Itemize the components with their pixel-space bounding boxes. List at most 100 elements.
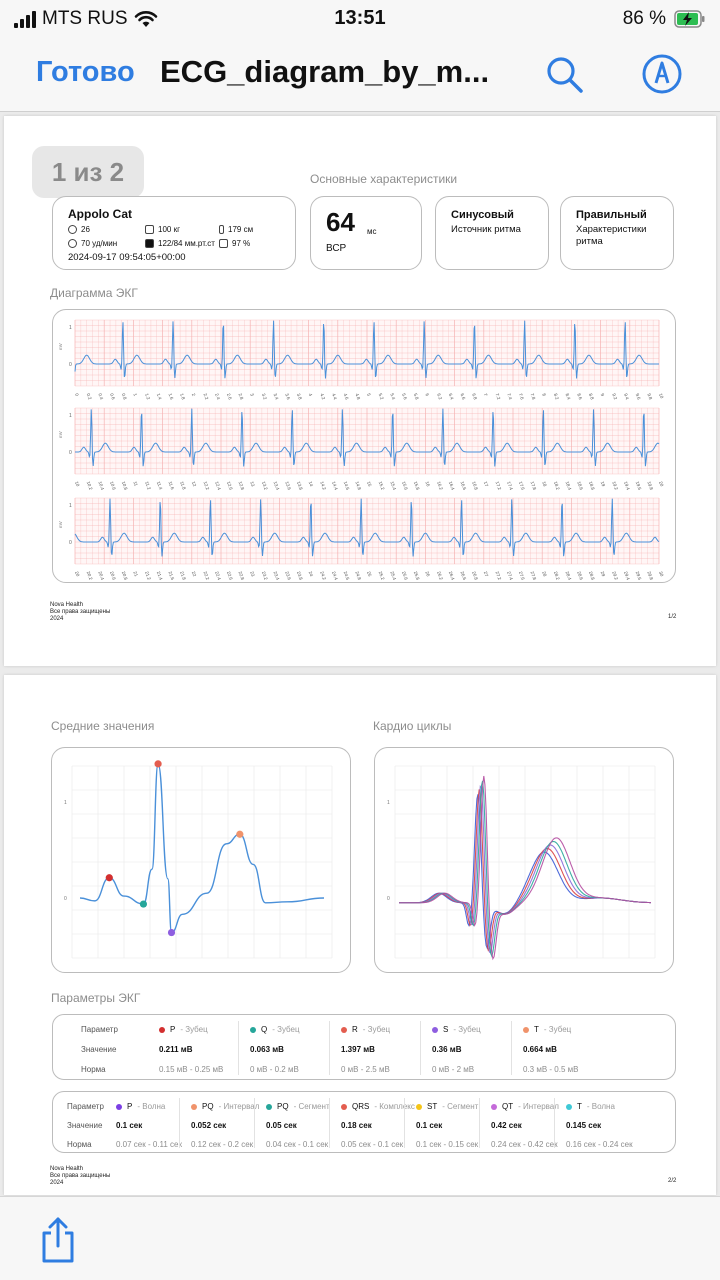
- x-tick-label: 23: [249, 571, 256, 578]
- x-tick-label: 27.8: [530, 571, 538, 581]
- row-label: Значение: [81, 1045, 117, 1054]
- x-tick-label: 25.8: [413, 571, 421, 581]
- rhythm-source-value: Синусовый: [451, 209, 514, 221]
- param-header: Q - Зубец: [250, 1025, 300, 1034]
- x-tick-label: 16.2: [436, 481, 444, 491]
- param-norm: 0.05 сек - 0.1 сек: [341, 1140, 404, 1149]
- x-tick-label: 2.4: [214, 393, 221, 401]
- x-tick-label: 12: [191, 481, 198, 488]
- document-title: ECG_diagram_by_m...: [160, 54, 490, 89]
- x-tick-label: 0.8: [121, 393, 128, 401]
- ecg-params-title: Параметры ЭКГ: [51, 991, 141, 1005]
- x-tick-label: 10.4: [97, 481, 105, 491]
- search-icon[interactable]: [544, 54, 586, 96]
- y-tick-label: 0: [69, 540, 72, 546]
- signal-icon: [14, 10, 36, 28]
- drop-icon: [145, 239, 154, 248]
- param-norm: 0.12 сек - 0.2 сек: [191, 1140, 254, 1149]
- x-tick-label: 5: [366, 393, 372, 398]
- param-name: R: [352, 1025, 358, 1034]
- param-norm: 0.1 сек - 0.15 сек: [416, 1140, 479, 1149]
- column-divider: [329, 1098, 330, 1148]
- x-tick-label: 28.8: [588, 571, 596, 581]
- done-button[interactable]: Готово: [36, 56, 135, 88]
- x-tick-label: 11.2: [144, 481, 152, 491]
- x-tick-label: 3.8: [296, 393, 303, 401]
- clock: 13:51: [334, 7, 386, 29]
- legend-dot-icon: [341, 1103, 347, 1110]
- x-tick-label: 4.2: [319, 393, 326, 401]
- markup-icon[interactable]: [640, 52, 684, 96]
- x-tick-label: 17.4: [506, 481, 514, 491]
- x-tick-label: 1: [132, 393, 138, 398]
- x-tick-label: 12.8: [238, 481, 246, 491]
- x-tick-label: 7.4: [506, 393, 513, 401]
- param-header: PQ - Интервал: [191, 1102, 259, 1111]
- x-tick-label: 7: [483, 393, 489, 398]
- param-subtitle: - Волна: [137, 1102, 166, 1111]
- x-tick-label: 20.2: [86, 571, 94, 581]
- x-tick-label: 16.8: [471, 481, 479, 491]
- ecg-diagram-title: Диаграмма ЭКГ: [50, 286, 138, 300]
- x-tick-label: 1.8: [179, 393, 186, 401]
- x-tick-label: 1.2: [144, 393, 151, 401]
- point-p: [105, 874, 113, 882]
- bcp-value: 64: [326, 207, 355, 237]
- average-trace: [79, 763, 325, 934]
- param-norm: 0 мВ - 2 мВ: [432, 1065, 475, 1074]
- age-value: 26: [81, 225, 90, 234]
- x-tick-label: 5.4: [389, 393, 396, 401]
- cardio-cycles-chart: 10: [387, 765, 656, 961]
- param-subtitle: - Зубец: [543, 1025, 572, 1034]
- scale-icon: [145, 225, 154, 234]
- x-tick-label: 24.8: [354, 571, 362, 581]
- main-characteristics-title: Основные характеристики: [310, 172, 458, 186]
- waves-table: Параметр P - Зубец Q - Зубец R - Зубец S - Зубец…: [52, 1014, 676, 1080]
- param-name: S: [443, 1025, 449, 1034]
- pdf-page-1[interactable]: 1 из 2 Основные характеристики Appolo Ca…: [4, 116, 716, 666]
- footer-year: 2024: [50, 1180, 64, 1186]
- rhythm-source-label: Источник ритма: [451, 224, 521, 235]
- share-icon[interactable]: [38, 1215, 78, 1265]
- param-header: P - Волна: [116, 1102, 165, 1111]
- x-tick-label: 4.4: [331, 393, 338, 401]
- point-q: [139, 900, 148, 908]
- legend-dot-icon: [416, 1103, 422, 1110]
- column-divider: [404, 1098, 405, 1148]
- param-header: R - Зубец: [341, 1025, 390, 1034]
- x-tick-label: 12.2: [203, 481, 211, 491]
- x-tick-label: 21.8: [179, 571, 187, 581]
- param-header: T - Волна: [566, 1102, 615, 1111]
- x-tick-label: 2.8: [238, 393, 245, 401]
- column-divider: [179, 1098, 180, 1148]
- x-tick-label: 20.6: [109, 571, 117, 581]
- page2-footer: Nova Health Все права защищены 2024: [50, 1166, 110, 1187]
- column-divider: [329, 1021, 330, 1075]
- x-tick-label: 2.6: [226, 393, 233, 401]
- x-tick-label: 0.4: [97, 393, 104, 401]
- carrier-group: MTS RUS: [14, 8, 158, 30]
- param-value: 0.211 мВ: [159, 1045, 193, 1054]
- legend-dot-icon: [341, 1026, 347, 1033]
- pressure-item: 122/84 мм.рт.ст: [145, 239, 215, 248]
- x-tick-label: 29.8: [646, 571, 654, 581]
- x-tick-label: 12.6: [226, 481, 234, 491]
- footer-year: 2024: [50, 616, 64, 622]
- x-tick-label: 8.6: [576, 393, 583, 401]
- spo2-value: 97 %: [232, 239, 251, 248]
- x-tick-label: 2: [191, 393, 197, 398]
- x-tick-label: 4.6: [343, 393, 350, 401]
- x-tick-label: 18.8: [588, 481, 596, 491]
- status-bar: MTS RUS 13:51 86 %: [0, 0, 720, 36]
- param-name: QRS: [352, 1102, 370, 1111]
- x-tick-label: 12.4: [214, 481, 222, 491]
- point-t: [236, 830, 244, 838]
- param-subtitle: - Зубец: [453, 1025, 481, 1034]
- param-value: 0.664 мВ: [523, 1045, 557, 1054]
- x-tick-label: 9.2: [611, 393, 618, 401]
- battery-charging-icon: [674, 10, 705, 28]
- row-label: Значение: [67, 1121, 103, 1130]
